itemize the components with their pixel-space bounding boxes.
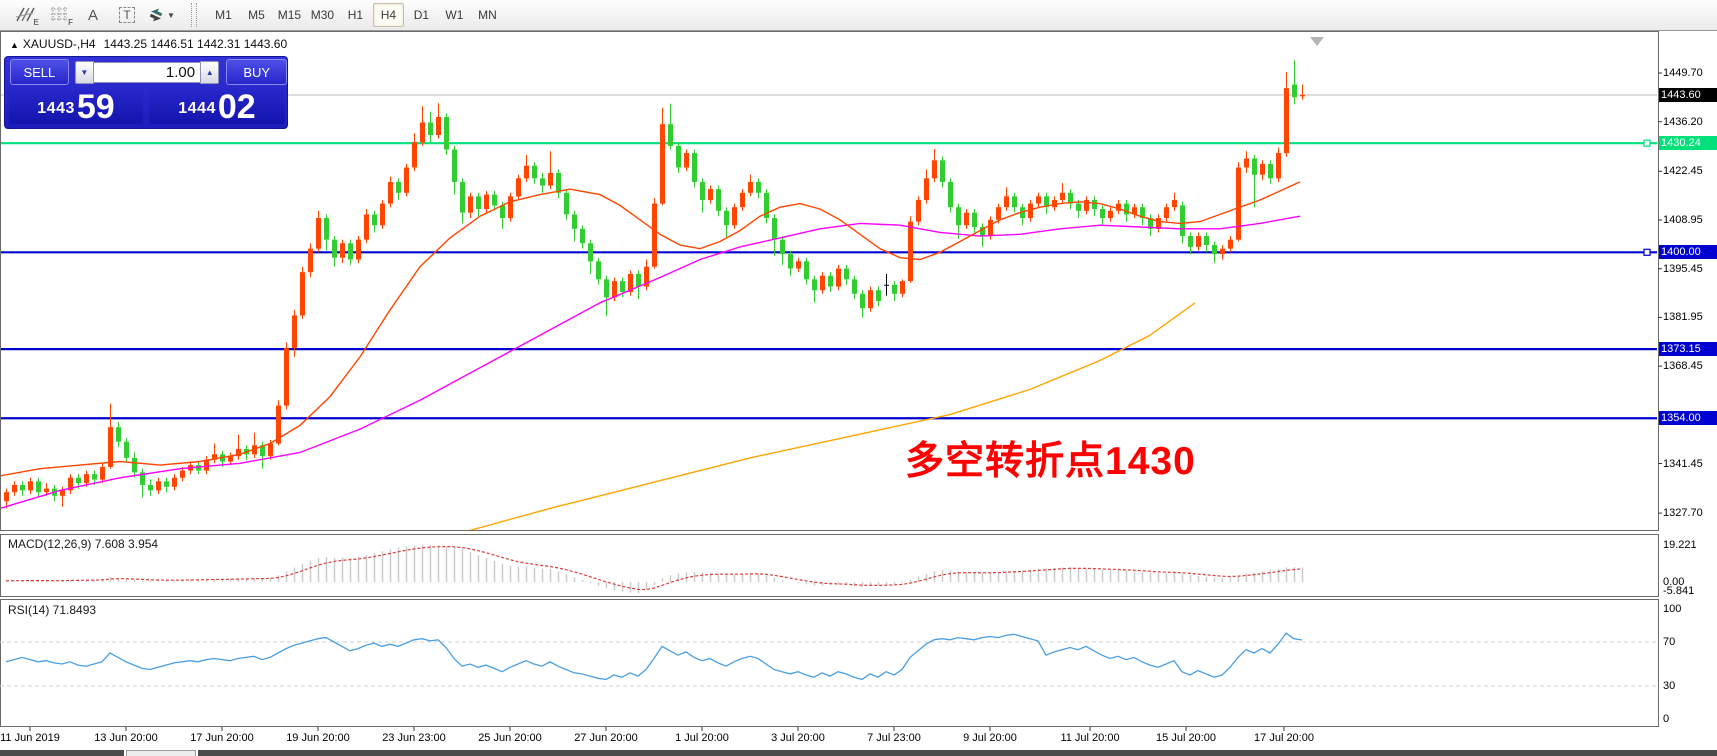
rsi-indicator-label: RSI(14) 71.8493 (8, 603, 97, 617)
macd-axis-tick: 19.221 (1663, 539, 1697, 551)
expert-advisor-icon[interactable]: E (12, 3, 39, 27)
rsi-axis-tick: 0 (1663, 713, 1670, 725)
price-level-badge: 1354.00 (1659, 411, 1717, 426)
price-axis-tick: 1449.70 (1663, 67, 1703, 79)
buy-price-pips: 02 (217, 88, 256, 127)
price-axis-tick: 1395.45 (1663, 262, 1703, 275)
time-axis-label: 17 Jun 20:00 (190, 732, 254, 744)
volume-decrease-button[interactable]: ▼ (74, 60, 95, 84)
text-label-icon[interactable]: A (80, 3, 106, 27)
time-axis-label: 25 Jun 20:00 (478, 732, 542, 744)
time-axis-label: 11 Jun 2019 (0, 732, 60, 744)
price-level-badge: 1400.00 (1659, 245, 1717, 260)
timeframe-button-h1[interactable]: H1 (347, 8, 364, 22)
sell-price-display[interactable]: 1443 59 (9, 88, 143, 124)
price-level-badge: 1373.15 (1659, 342, 1717, 357)
price-level-badge: 1430.24 (1659, 136, 1717, 151)
timeframe-button-m15[interactable]: M15 (277, 8, 302, 22)
price-axis-tick: 1436.20 (1663, 115, 1703, 128)
timeframe-button-m30[interactable]: M30 (310, 8, 335, 22)
chart-tab[interactable] (0, 750, 126, 756)
text-tool-icon[interactable]: T (114, 3, 140, 27)
sell-price-pips: 59 (76, 88, 115, 127)
timeframe-button-h4[interactable]: H4 (372, 3, 404, 27)
time-axis-label: 13 Jun 20:00 (94, 732, 158, 744)
timeframe-button-m5[interactable]: M5 (248, 8, 265, 22)
chart-tab-active[interactable] (126, 750, 196, 756)
rsi-axis-tick: 70 (1663, 636, 1676, 648)
price-axis-tick: 1341.45 (1663, 457, 1703, 470)
toolbar: E F A T ▼ M1 M5 M15 M30 H1 H4 D1 W1 MN (0, 0, 1717, 31)
chart-tab[interactable] (198, 750, 1717, 756)
trade-panel-top-row: SELL ▼ ▲ BUY (5, 57, 287, 87)
toolbar-separator (190, 3, 197, 27)
collapse-triangle-icon: ▲ (10, 40, 19, 50)
icon-subscript: F (68, 18, 73, 27)
timeframe-button-d1[interactable]: D1 (413, 8, 430, 22)
arrow-styles-icon[interactable]: ▼ (148, 3, 175, 27)
window-tabs-strip (0, 749, 1717, 756)
chart-ohlc-values: 1443.25 1446.51 1442.31 1443.60 (103, 37, 288, 51)
time-axis-label: 23 Jun 23:00 (382, 732, 446, 744)
rsi-axis-tick: 30 (1663, 680, 1676, 692)
time-axis-label: 27 Jun 20:00 (574, 732, 638, 744)
grid-icon[interactable]: F (46, 3, 73, 27)
text-tool-glyph: T (119, 7, 135, 23)
price-axis-tick: 1422.45 (1663, 165, 1703, 178)
time-axis-label: 7 Jul 23:00 (867, 732, 921, 744)
time-axis-label: 9 Jul 20:00 (963, 732, 1017, 744)
sell-price-main: 1443 (37, 100, 75, 117)
price-axis-tick: 1368.45 (1663, 360, 1703, 373)
chart-symbol-period: XAUUSD-,H4 (22, 37, 96, 51)
timeframe-button-mn[interactable]: MN (478, 8, 497, 22)
time-axis-label: 3 Jul 20:00 (771, 732, 825, 744)
chart-title: ▲ XAUUSD-,H4 1443.25 1446.51 1442.31 1443.… (10, 37, 287, 51)
price-axis-tick: 1327.70 (1663, 507, 1703, 520)
timeframe-button-m1[interactable]: M1 (215, 8, 232, 22)
time-axis-label: 11 Jul 20:00 (1060, 732, 1120, 744)
time-axis-label: 1 Jul 20:00 (675, 732, 729, 744)
spinner-up-icon: ▲ (205, 67, 214, 77)
volume-input[interactable] (94, 61, 201, 83)
volume-increase-button[interactable]: ▲ (200, 60, 220, 84)
timeframe-button-w1[interactable]: W1 (445, 8, 464, 22)
spinner-down-icon: ▼ (80, 67, 89, 77)
time-axis-label: 17 Jul 20:00 (1254, 732, 1314, 744)
macd-axis-tick: -5.841 (1663, 585, 1695, 597)
rsi-axis-tick: 100 (1663, 603, 1682, 615)
time-axis-label: 19 Jun 20:00 (286, 732, 350, 744)
buy-price-display[interactable]: 1444 02 (149, 88, 285, 124)
time-axis-label: 15 Jul 20:00 (1156, 732, 1216, 744)
price-axis-tick: 1381.95 (1663, 311, 1703, 324)
price-level-badge: 1443.60 (1659, 88, 1717, 102)
chart-text-annotation: 多空转折点1430 (905, 440, 1196, 483)
icon-subscript: E (33, 18, 39, 27)
macd-axis-tick: 0.00 (1663, 576, 1685, 588)
dropdown-caret-icon: ▼ (167, 10, 175, 20)
timeframe-button-group: M1 M5 M15 M30 H1 H4 D1 W1 MN (207, 3, 504, 27)
buy-button[interactable]: BUY (226, 59, 287, 85)
text-label-glyph: A (87, 6, 98, 24)
macd-indicator-label: MACD(12,26,9) 7.608 3.954 (8, 537, 159, 551)
one-click-trading-panel: SELL ▼ ▲ BUY 1443 59 1444 02 (4, 56, 288, 129)
buy-price-main: 1444 (178, 100, 216, 117)
sell-button[interactable]: SELL (10, 59, 69, 85)
price-axis-tick: 1408.95 (1663, 214, 1703, 226)
